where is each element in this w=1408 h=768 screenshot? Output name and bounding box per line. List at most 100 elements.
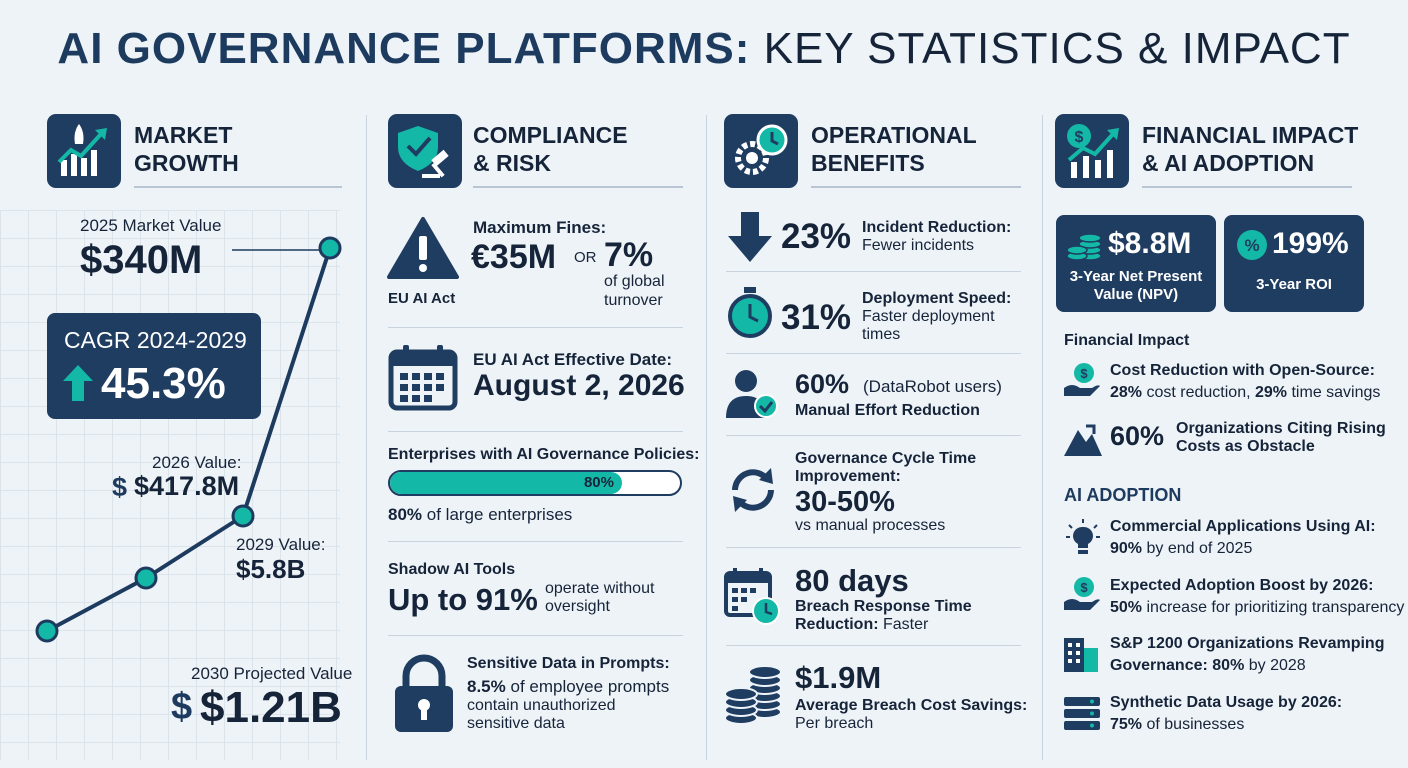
date-value: August 2, 2026 (473, 369, 685, 402)
v2029-value: $5.8B (236, 554, 306, 584)
roi-card: % 199% 3-Year ROI (1224, 215, 1364, 312)
v2026-value: $417.8M (134, 471, 240, 501)
operational-heading: OPERATIONAL BENEFITS (811, 122, 977, 176)
refresh-icon (732, 468, 774, 512)
sensitive-label: Sensitive Data in Prompts: (467, 655, 670, 672)
roi-value: 199% (1272, 227, 1349, 260)
column-divider (366, 115, 367, 760)
title-bold: AI GOVERNANCE PLATFORMS: (57, 24, 751, 73)
svg-text:$: $ (1080, 366, 1088, 381)
money-chart-icon: $ (1055, 114, 1129, 188)
deploy-note-2: times (862, 326, 901, 343)
rising-value: 60% (1110, 421, 1165, 451)
sensitive-note-2: contain unauthorized (467, 697, 616, 714)
fin-impact-title: Financial Impact (1064, 332, 1190, 349)
server-icon (1064, 697, 1100, 730)
shadow-note-1: operate without (545, 580, 655, 597)
npv-value: $8.8M (1108, 227, 1192, 260)
hand-coin-icon: $ (1064, 577, 1100, 610)
sp-line: Governance: 80% by 2028 (1110, 657, 1306, 674)
rocket-chart-icon (47, 114, 121, 188)
npv-label-2: Value (NPV) (1093, 286, 1179, 303)
stopwatch-icon (728, 287, 772, 338)
building-icon (1064, 638, 1098, 672)
compliance-heading: COMPLIANCE & RISK (473, 122, 628, 176)
boost-line: 50% increase for prioritizing transparen… (1110, 599, 1405, 616)
page-title: AI GOVERNANCE PLATFORMS: KEY STATISTICS … (0, 24, 1408, 74)
cagr-value: 45.3% (101, 359, 226, 408)
npv-card: $8.8M 3-Year Net Present Value (NPV) (1056, 215, 1216, 312)
separator (388, 431, 683, 432)
policies-note-line: 80% of large enterprises (388, 505, 573, 524)
roi-label: 3-Year ROI (1256, 276, 1332, 293)
savings-label: Average Breach Cost Savings: (795, 697, 1028, 714)
policies-progress-fill: 80% (390, 472, 622, 494)
market-heading: MARKET GROWTH (134, 122, 239, 176)
breach-label-1: Breach Response Time (795, 598, 972, 615)
commercial-line: 90% by end of 2025 (1110, 540, 1253, 557)
cagr-label: CAGR 2024-2029 (64, 327, 247, 353)
heading-underline (811, 186, 1021, 188)
adoption-title: AI ADOPTION (1064, 485, 1182, 505)
v2025-label: 2025 Market Value (80, 216, 222, 235)
shield-gavel-icon (388, 114, 462, 188)
commercial-label: Commercial Applications Using AI: (1110, 518, 1376, 535)
separator (726, 353, 1021, 354)
cost-label: Cost Reduction with Open-Source: (1110, 362, 1375, 379)
cycle-label-2: Improvement: (795, 468, 901, 485)
dollar-icon: $ (171, 686, 193, 728)
gear-clock-icon (724, 114, 798, 188)
grid-background (0, 210, 340, 760)
synth-line: 75% of businesses (1110, 716, 1245, 733)
lock-icon (395, 654, 453, 732)
separator (388, 541, 683, 542)
heading-underline (473, 186, 683, 188)
policies-progress-bar: 80% (388, 470, 682, 496)
shadow-note-2: oversight (545, 598, 610, 615)
policies-label: Enterprises with AI Governance Policies: (388, 446, 700, 463)
arrow-down-icon (728, 212, 772, 262)
calendar-icon (388, 345, 458, 411)
separator (726, 645, 1021, 646)
v2026-label: 2026 Value: (152, 453, 242, 472)
mountain-icon (1064, 424, 1102, 456)
separator (726, 435, 1021, 436)
npv-label-1: 3-Year Net Present (1069, 268, 1203, 285)
synth-label: Synthetic Data Usage by 2026: (1110, 694, 1343, 711)
point-2025 (318, 236, 342, 260)
sp-label-1: S&P 1200 Organizations Revamping (1110, 635, 1385, 652)
lightbulb-icon (1066, 519, 1100, 554)
point-2029 (231, 504, 255, 528)
svg-text:%: % (1244, 236, 1259, 255)
fines-note-1: of global (604, 273, 665, 290)
shadow-value: Up to 91% (388, 582, 538, 617)
incident-label: Incident Reduction: (862, 219, 1012, 236)
v2030-value: $1.21B (200, 683, 342, 732)
financial-heading: FINANCIAL IMPACT & AI ADOPTION (1142, 122, 1359, 176)
cycle-note: vs manual processes (795, 517, 946, 534)
point-2026 (134, 566, 158, 590)
date-label: EU AI Act Effective Date: (473, 350, 673, 369)
user-check-icon (726, 370, 778, 418)
cost-line: 28% cost reduction, 29% time savings (1110, 384, 1381, 401)
warning-icon (387, 217, 459, 279)
manual-note: (DataRobot users) (863, 377, 1002, 396)
heading-underline (1142, 186, 1352, 188)
rising-label-1: Organizations Citing Rising (1176, 420, 1386, 437)
rising-label-2: Costs as Obstacle (1176, 438, 1315, 455)
policies-bar-label: 80% (583, 474, 614, 491)
manual-label: Manual Effort Reduction (795, 402, 980, 419)
coins-icon (1066, 233, 1102, 261)
separator (388, 635, 683, 636)
manual-value: 60% (795, 369, 850, 399)
cycle-value: 30-50% (795, 486, 895, 518)
column-divider (1042, 115, 1043, 760)
boost-label: Expected Adoption Boost by 2026: (1110, 577, 1374, 594)
arrow-up-icon (63, 365, 93, 401)
savings-note: Per breach (795, 715, 874, 732)
cagr-box: CAGR 2024-2029 45.3% (47, 313, 261, 419)
calendar-clock-icon (724, 568, 780, 625)
fines-or: OR (574, 249, 597, 266)
svg-text:$: $ (1075, 129, 1084, 146)
percent-badge-icon: % (1237, 230, 1267, 260)
